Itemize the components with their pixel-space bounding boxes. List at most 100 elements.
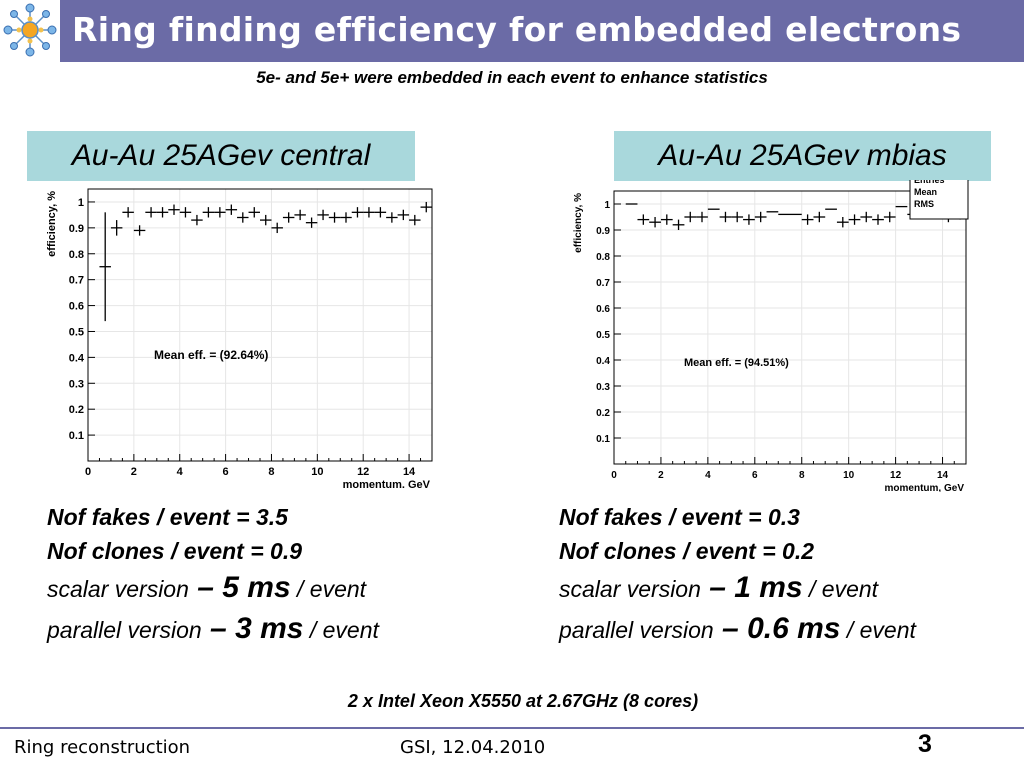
mean-efficiency-annotation: Mean eff. = (94.51%) (684, 357, 789, 369)
data-point (836, 217, 849, 228)
data-point (872, 214, 884, 225)
data-point (731, 211, 744, 223)
data-point (225, 204, 238, 215)
footer-divider (0, 727, 1024, 729)
data-point (363, 207, 375, 218)
y-tick-label: 0.3 (69, 378, 84, 390)
y-tick-label: 0.6 (69, 301, 84, 313)
y-tick-label: 0.2 (69, 404, 84, 416)
y-tick-label: 0.4 (596, 356, 610, 367)
y-tick-label: 0.4 (69, 352, 85, 364)
x-tick-label: 12 (890, 470, 902, 481)
data-point (660, 214, 673, 225)
fakes-per-event: Nof fakes / event = 0.3 (559, 504, 800, 530)
efficiency-chart-central: 0.10.20.30.40.50.60.70.80.910 2 4 6 8 10 12 14m… (46, 188, 433, 488)
stats-legend-box (909, 180, 969, 220)
data-point (156, 207, 169, 218)
x-tick-label: 10 (311, 466, 323, 478)
stats-legend-entry: Mean (914, 187, 937, 197)
y-tick-label: 0.5 (596, 330, 610, 341)
data-point (672, 219, 685, 230)
x-axis-label: momentum, GeV (885, 483, 965, 492)
fakes-per-event: Nof fakes / event = 3.5 (47, 504, 288, 530)
page-number: 3 (918, 730, 932, 758)
y-axis-label: efficiency, % (573, 193, 584, 253)
data-point (386, 212, 398, 223)
scalar-time: scalar version – 5 ms / event (47, 571, 367, 604)
data-point (317, 209, 329, 221)
data-point (122, 207, 134, 218)
scalar-time: scalar version – 1 ms / event (559, 571, 879, 604)
data-point (168, 204, 180, 215)
stats-left: Nof fakes / event = 3.5 Nof clones / eve… (47, 500, 379, 650)
x-tick-label: 14 (937, 470, 949, 481)
y-tick-label: 1 (604, 200, 610, 211)
stats-legend-entry: RMS (914, 199, 934, 209)
page-subtitle: 5e- and 5e+ were embedded in each event … (256, 68, 768, 87)
stats-right: Nof fakes / event = 0.3 Nof clones / eve… (559, 500, 916, 650)
data-point (351, 207, 364, 218)
data-point (179, 207, 192, 218)
y-tick-label: 0.1 (69, 430, 84, 442)
y-tick-label: 1 (78, 197, 84, 209)
data-point (409, 214, 421, 226)
footer-date: GSI, 12.04.2010 (400, 737, 546, 758)
x-tick-label: 4 (177, 466, 184, 478)
x-tick-label: 14 (403, 466, 416, 478)
data-point (374, 207, 387, 218)
data-point (637, 214, 650, 225)
data-point (754, 211, 767, 223)
mean-efficiency-annotation: Mean eff. = (92.64%) (154, 348, 268, 362)
stats-legend-entry: Entries (914, 180, 945, 185)
x-tick-label: 6 (752, 470, 758, 481)
x-tick-label: 2 (131, 466, 137, 478)
y-tick-label: 0.9 (596, 226, 610, 237)
x-tick-label: 12 (357, 466, 369, 478)
y-tick-label: 0.2 (596, 408, 610, 419)
data-point (743, 214, 755, 225)
footer-title: Ring reconstruction (14, 737, 191, 758)
data-point (110, 220, 123, 236)
data-point (248, 207, 260, 218)
x-tick-label: 0 (85, 466, 91, 478)
data-point (305, 217, 318, 228)
data-point (145, 207, 157, 218)
x-tick-label: 8 (799, 470, 805, 481)
y-tick-label: 0.6 (596, 304, 610, 315)
y-tick-label: 0.1 (596, 434, 610, 445)
x-tick-label: 4 (705, 470, 711, 481)
data-point (99, 212, 111, 322)
page-title: Ring finding efficiency for embedded ele… (72, 10, 962, 49)
y-tick-label: 0.8 (596, 252, 610, 263)
left-plot-label: Au-Au 25AGev central (27, 131, 415, 181)
efficiency-chart-mbias: 0.10.20.30.40.50.60.70.80.910 2 4 6 8 10 12 14m… (573, 180, 969, 492)
y-tick-label: 0.7 (69, 275, 84, 287)
x-tick-label: 10 (843, 470, 855, 481)
y-axis-label: efficiency, % (46, 191, 58, 257)
y-tick-label: 0.8 (69, 249, 84, 261)
data-point (420, 201, 432, 213)
data-point (340, 212, 352, 223)
data-point (202, 207, 215, 218)
clones-per-event: Nof clones / event = 0.2 (559, 538, 815, 564)
x-tick-label: 8 (268, 466, 274, 478)
data-point (813, 211, 826, 223)
plot-frame (613, 190, 967, 465)
x-tick-label: 6 (223, 466, 229, 478)
data-point (649, 217, 661, 228)
clones-per-event: Nof clones / event = 0.9 (47, 538, 303, 564)
data-point (237, 212, 249, 223)
data-point (801, 214, 814, 225)
data-point (883, 211, 896, 223)
data-point (328, 212, 341, 223)
data-point (133, 225, 146, 236)
data-point (696, 211, 708, 223)
x-tick-label: 0 (611, 470, 617, 481)
logo-icon (2, 2, 58, 58)
parallel-time: parallel version – 3 ms / event (47, 612, 379, 645)
data-point (282, 212, 295, 223)
cpu-note: 2 x Intel Xeon X5550 at 2.67GHz (8 cores… (347, 691, 699, 711)
data-point (719, 211, 732, 223)
right-plot-label: Au-Au 25AGev mbias (614, 131, 991, 181)
data-point (860, 211, 873, 223)
